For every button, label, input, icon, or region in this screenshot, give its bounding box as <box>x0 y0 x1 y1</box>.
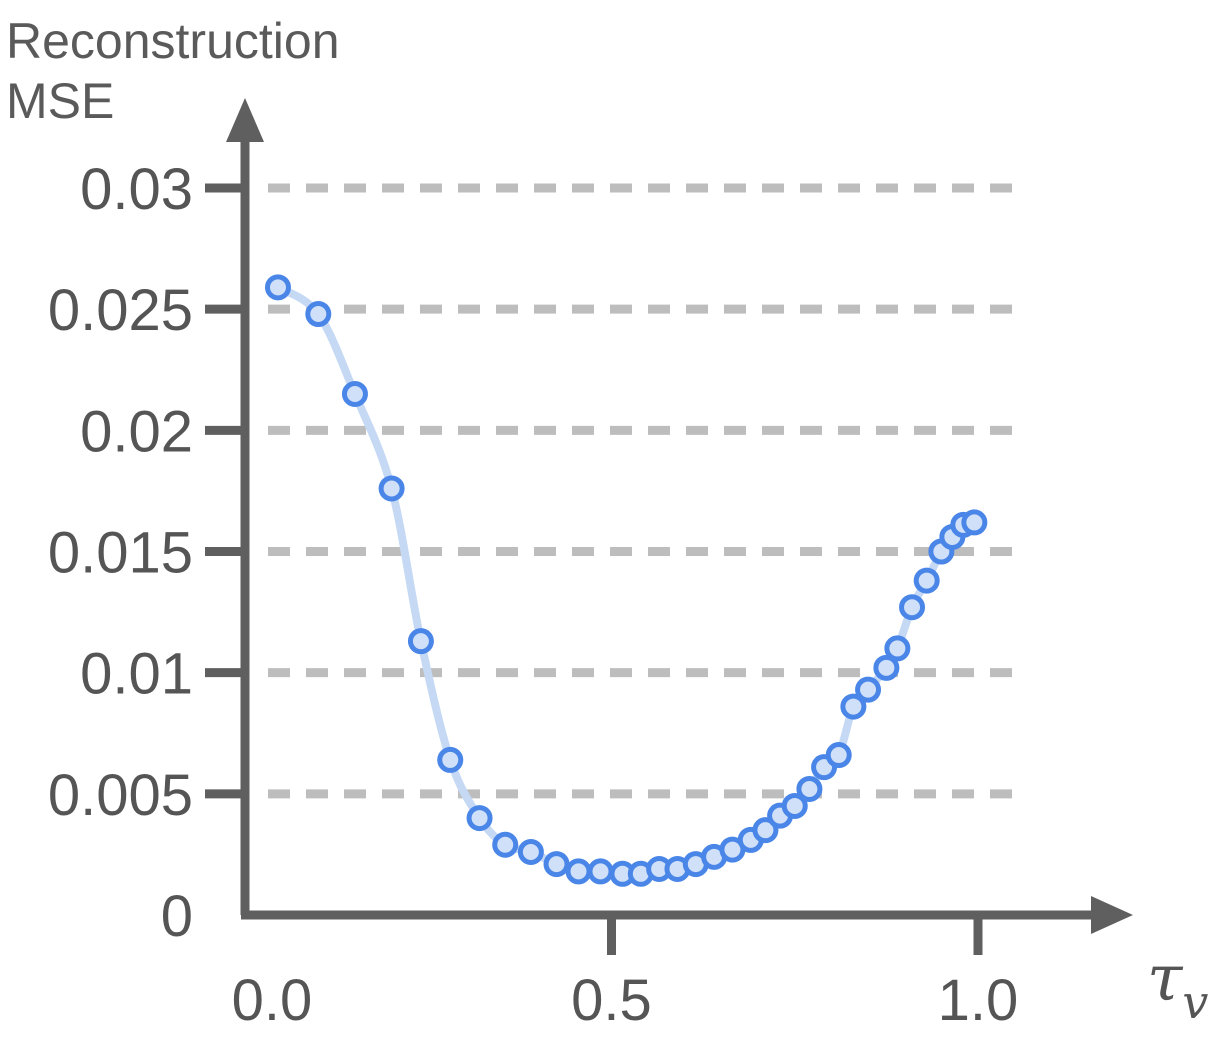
data-point-1 <box>305 301 332 328</box>
y-tick-label-2: 0.01 <box>80 642 193 707</box>
y-tick-label-0: 0 <box>161 884 193 949</box>
series-line-0 <box>273 283 979 879</box>
data-point-31 <box>913 567 940 594</box>
data-point-0 <box>264 274 291 301</box>
data-point-35 <box>961 509 988 536</box>
data-point-20 <box>752 817 779 844</box>
x-axis-label-symbol: τ <box>1147 942 1184 1016</box>
data-point-8 <box>517 838 544 865</box>
x-ticks: 0.0 0.5 1.0 <box>232 915 1019 1033</box>
axes <box>226 98 1133 934</box>
data-point-28 <box>873 654 900 681</box>
x-tick-label-0: 0.0 <box>232 968 313 1033</box>
data-point-29 <box>884 635 911 662</box>
data-point-26 <box>840 693 867 720</box>
y-tick-label-6: 0.03 <box>80 157 193 222</box>
data-point-23 <box>796 775 823 802</box>
y-ticks: 0 0.005 0.01 0.015 0.02 0.025 0.03 <box>48 157 245 949</box>
data-point-27 <box>855 676 882 703</box>
y-axis-label-line-1: Reconstruction <box>6 13 340 69</box>
data-point-10 <box>565 858 592 885</box>
y-axis-label: Reconstruction MSE <box>6 13 340 129</box>
y-tick-label-4: 0.02 <box>80 399 193 464</box>
data-point-3 <box>378 475 405 502</box>
data-point-6 <box>466 805 493 832</box>
y-tick-label-3: 0.015 <box>48 521 193 586</box>
series <box>264 274 988 887</box>
data-point-25 <box>825 742 852 769</box>
data-point-2 <box>341 380 368 407</box>
y-tick-label-5: 0.025 <box>48 278 193 343</box>
x-axis-label-subscript: v <box>1182 975 1208 1029</box>
data-point-4 <box>407 628 434 655</box>
x-axis-arrow <box>1091 896 1133 934</box>
data-point-11 <box>587 858 614 885</box>
y-axis-label-line-2: MSE <box>6 73 114 129</box>
data-point-5 <box>437 746 464 773</box>
x-tick-label-1: 0.5 <box>571 968 652 1033</box>
data-point-9 <box>543 851 570 878</box>
data-point-22 <box>781 792 808 819</box>
y-tick-label-1: 0.005 <box>48 763 193 828</box>
data-point-30 <box>899 594 926 621</box>
data-point-7 <box>492 831 519 858</box>
y-axis-arrow <box>226 98 264 142</box>
x-axis-label: τv <box>1147 942 1208 1029</box>
x-tick-label-2: 1.0 <box>938 968 1019 1033</box>
